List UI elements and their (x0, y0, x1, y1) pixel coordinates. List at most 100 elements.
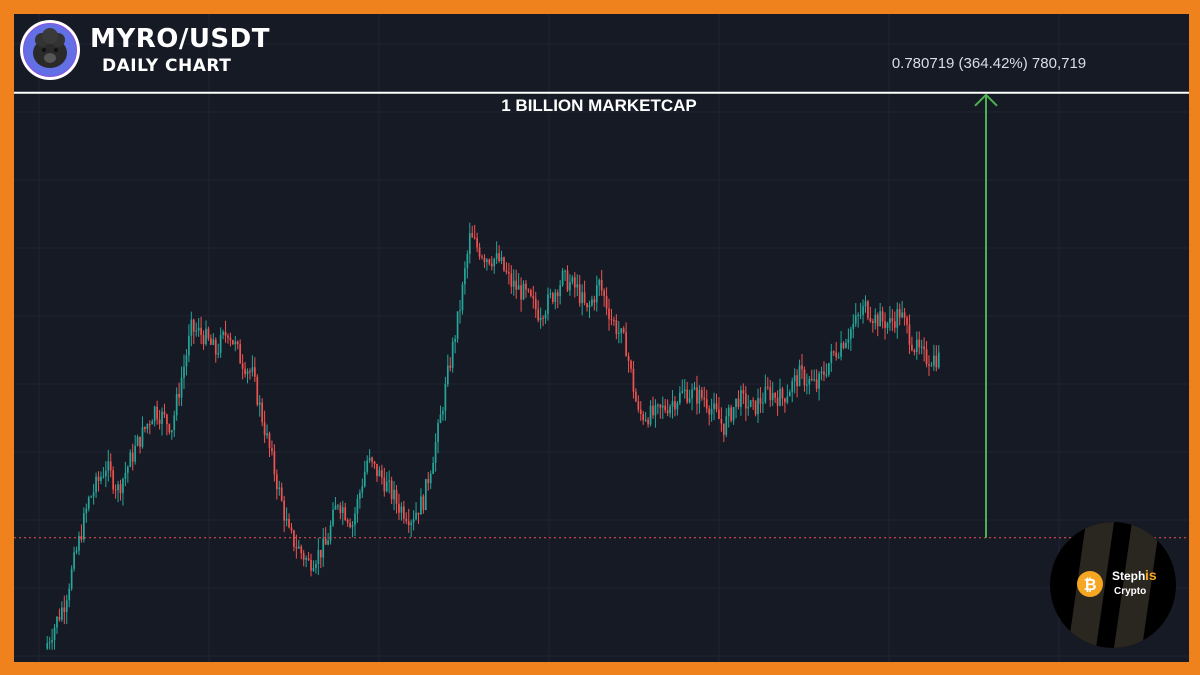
candle-body (525, 283, 527, 290)
candle-body (373, 461, 376, 464)
candle-body (217, 352, 220, 355)
candle-body (615, 320, 618, 335)
brand-accent: is (1145, 567, 1157, 583)
brand-logo: ₿ Steph is Crypto (1050, 522, 1176, 648)
candle-body (793, 375, 796, 382)
candle-body (378, 470, 381, 477)
candle-body (80, 535, 83, 540)
candle-body (395, 489, 398, 504)
measure-label: 0.780719 (364.42%) 780,719 (891, 55, 1087, 72)
candle-body (381, 470, 383, 478)
candle-body (63, 607, 66, 612)
candle-body (368, 457, 371, 461)
candle-body (232, 340, 234, 345)
candle-body (124, 472, 127, 479)
brand-name: Steph (1112, 569, 1146, 583)
candle-body (334, 505, 337, 510)
candle-body (725, 416, 728, 435)
candle-body (664, 405, 667, 411)
candle-body (297, 546, 300, 549)
candle-body (85, 508, 88, 514)
candle-body (244, 368, 246, 375)
candle-body (505, 270, 508, 272)
candle-body (630, 360, 632, 369)
candle-body (718, 409, 720, 419)
candle-body (268, 433, 271, 449)
candle-body (300, 546, 303, 554)
candle-body (498, 253, 500, 261)
candle-body (449, 365, 452, 368)
candle-body (253, 367, 256, 377)
candle-body (620, 328, 623, 333)
candle-body (644, 419, 647, 421)
candle-body (58, 616, 61, 620)
candle-body (200, 327, 202, 336)
candle-body (473, 237, 476, 239)
candle-body (815, 379, 818, 389)
candle-body (652, 405, 654, 416)
candle-body (275, 474, 278, 490)
candle-body (779, 388, 781, 406)
candle-body (559, 285, 562, 297)
candle-body (537, 309, 540, 321)
candle-body (61, 607, 63, 620)
candle-body (429, 473, 432, 484)
candle-body (185, 355, 188, 367)
candle-body (798, 365, 801, 387)
candle-body (234, 341, 237, 345)
candle-body (610, 319, 613, 321)
candle-body (544, 314, 547, 319)
candle-body (78, 535, 80, 551)
candle-body (161, 411, 163, 424)
candle-body (170, 430, 173, 433)
candle-body (722, 423, 725, 435)
candle-body (390, 480, 393, 500)
candle-body (583, 292, 586, 304)
candle-body (144, 427, 146, 429)
candle-body (412, 519, 415, 523)
candle-body (586, 303, 588, 308)
candle-body (461, 284, 464, 311)
candle-body (508, 271, 510, 274)
candle-body (503, 257, 505, 271)
candle-body (788, 392, 791, 397)
candle-body (784, 398, 786, 403)
candle-body (478, 247, 481, 257)
candle-body (339, 505, 342, 514)
candle-body (691, 389, 693, 399)
candle-body (87, 497, 90, 509)
candle-body (129, 452, 132, 467)
candle-body (595, 285, 598, 303)
candle-body (549, 293, 552, 295)
candle-body (649, 405, 652, 425)
candle-body (175, 393, 178, 416)
candle-body (117, 484, 119, 491)
candle-body (635, 391, 637, 402)
candle-body (571, 277, 574, 283)
candle-body (295, 546, 298, 549)
candle-body (456, 311, 459, 339)
candle-body (158, 419, 161, 424)
candle-body (437, 423, 439, 443)
candle-body (720, 418, 723, 424)
chart-panel: MYRO/USDT DAILY CHART 0.780719 (364.42%)… (14, 14, 1189, 662)
candle-body (896, 309, 899, 328)
candle-body (302, 553, 305, 560)
candle-body (813, 379, 816, 381)
candle-body (398, 503, 400, 513)
candle-body (849, 329, 852, 340)
candle-body (603, 290, 605, 297)
candle-body (852, 323, 855, 330)
candle-body (261, 402, 264, 423)
candle-body (879, 311, 882, 327)
candle-body (713, 403, 715, 409)
candle-body (107, 461, 110, 471)
candle-body (935, 355, 938, 368)
candle-body (657, 404, 659, 406)
candle-body (376, 463, 378, 477)
candle-body (65, 600, 68, 612)
candle-body (180, 377, 183, 398)
candle-body (754, 400, 757, 415)
candle-body (285, 518, 288, 521)
candle-body (73, 552, 75, 569)
